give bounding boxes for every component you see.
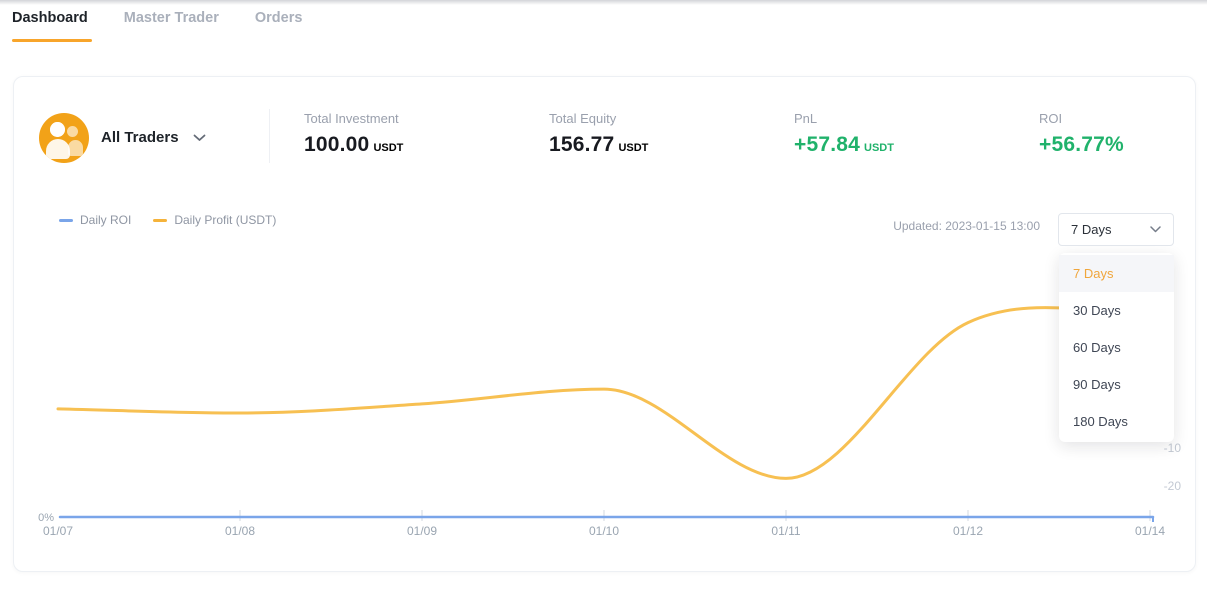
active-tab-underline <box>12 39 92 42</box>
svg-text:01/11: 01/11 <box>771 524 800 538</box>
dropdown-option-180-days[interactable]: 180 Days <box>1073 414 1128 429</box>
legend-item-daily-roi[interactable]: Daily ROI <box>59 213 131 227</box>
svg-text:01/10: 01/10 <box>589 524 619 538</box>
stat-total-equity: Total Equity 156.77 USDT <box>549 111 648 157</box>
stat-label: Total Investment <box>304 111 399 126</box>
legend-label: Daily Profit (USDT) <box>174 213 277 227</box>
dropdown-option-60-days[interactable]: 60 Days <box>1073 340 1121 355</box>
stat-unit: USDT <box>618 142 649 154</box>
chevron-down-icon <box>193 134 205 141</box>
chart-legend: Daily ROI Daily Profit (USDT) <box>59 213 276 227</box>
svg-text:-10: -10 <box>1164 441 1182 455</box>
svg-text:01/07: 01/07 <box>43 524 73 538</box>
legend-label: Daily ROI <box>80 213 132 227</box>
stat-label: PnL <box>794 111 818 126</box>
svg-text:01/14: 01/14 <box>1135 524 1165 538</box>
svg-text:01/08: 01/08 <box>225 524 255 538</box>
tab-master-trader[interactable]: Master Trader <box>124 10 219 42</box>
stat-unit: USDT <box>373 142 404 154</box>
trader-filter-label: All Traders <box>101 129 179 146</box>
stat-total-investment: Total Investment 100.00 USDT <box>304 111 403 157</box>
stat-value: 100.00 <box>304 133 370 156</box>
stat-value: +56.77% <box>1039 133 1124 156</box>
svg-text:-20: -20 <box>1164 479 1182 493</box>
updated-timestamp: Updated: 2023-01-15 13:00 <box>893 219 1040 233</box>
stat-pnl: PnL +57.84 USDT <box>794 111 894 157</box>
dropdown-option-7-days[interactable]: 7 Days <box>1059 255 1174 292</box>
stat-value: 156.77 <box>549 133 615 156</box>
svg-text:01/09: 01/09 <box>407 524 437 538</box>
time-range-select[interactable]: 7 Days <box>1058 213 1174 246</box>
dashboard-card: All Traders Total Investment 100.00 USDT … <box>13 76 1196 572</box>
top-tab-bar: Dashboard Master Trader Orders <box>12 10 302 42</box>
legend-item-daily-profit[interactable]: Daily Profit (USDT) <box>153 213 276 227</box>
stat-label: Total Equity <box>549 111 617 126</box>
trader-filter-dropdown[interactable]: All Traders <box>101 129 206 146</box>
stat-value: +57.84 <box>794 133 861 156</box>
dropdown-option-30-days[interactable]: 30 Days <box>1073 303 1121 318</box>
tab-dashboard[interactable]: Dashboard <box>12 10 92 42</box>
header-divider <box>269 109 270 163</box>
stat-unit: USDT <box>864 142 894 154</box>
tab-dashboard-label: Dashboard <box>12 10 88 26</box>
people-icon-body-small <box>68 140 83 156</box>
svg-text:0%: 0% <box>38 512 54 524</box>
dropdown-option-90-days[interactable]: 90 Days <box>1073 377 1121 392</box>
tab-master-trader-label: Master Trader <box>123 10 219 26</box>
svg-text:01/12: 01/12 <box>953 524 983 538</box>
stat-roi: ROI +56.77% <box>1039 111 1128 157</box>
people-icon-head-small <box>67 126 78 137</box>
time-range-dropdown-menu: 7 Days 30 Days 60 Days 90 Days 180 Days <box>1059 253 1174 442</box>
traders-group-avatar <box>39 113 89 163</box>
tab-orders[interactable]: Orders <box>255 10 303 42</box>
people-icon-head-large <box>50 122 65 137</box>
daily-profit-line-swatch <box>153 218 168 222</box>
people-icon-body-large <box>46 139 70 159</box>
tab-orders-label: Orders <box>254 10 303 26</box>
chevron-down-icon <box>1150 226 1161 233</box>
time-range-value: 7 Days <box>1071 222 1112 237</box>
window-top-edge <box>0 0 1207 5</box>
daily-roi-line-swatch <box>59 218 73 222</box>
stat-label: ROI <box>1039 111 1063 126</box>
